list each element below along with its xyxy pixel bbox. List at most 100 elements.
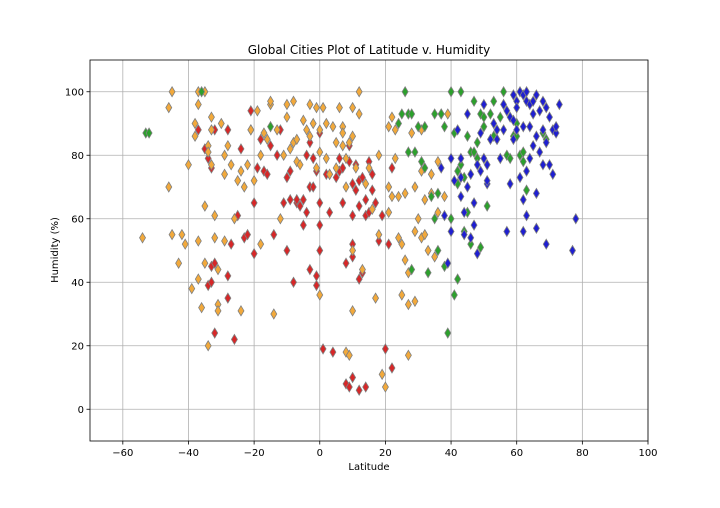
data-point	[349, 251, 357, 263]
data-point	[240, 181, 248, 193]
data-point	[411, 181, 419, 193]
data-point	[526, 152, 534, 165]
data-point	[306, 263, 314, 276]
data-point	[227, 158, 235, 171]
data-point	[441, 120, 448, 133]
data-point	[372, 292, 380, 304]
data-point	[342, 257, 350, 269]
data-point	[194, 124, 202, 136]
data-point	[296, 158, 304, 171]
data-point	[309, 181, 317, 193]
data-point	[362, 381, 370, 393]
data-point	[211, 327, 219, 339]
data-point	[388, 190, 396, 203]
data-point	[211, 257, 219, 269]
data-point	[467, 232, 475, 244]
data-point	[286, 193, 294, 206]
data-point	[486, 133, 494, 146]
data-point	[552, 127, 560, 139]
data-point	[227, 238, 235, 250]
x-tick-label: 40	[445, 448, 458, 459]
data-point	[211, 209, 219, 222]
data-point	[532, 187, 540, 200]
data-point	[185, 158, 192, 171]
data-point	[188, 282, 196, 295]
data-point	[467, 168, 475, 181]
y-tick-label: 20	[71, 341, 84, 352]
data-point	[322, 117, 330, 130]
data-point	[194, 98, 202, 111]
x-tick-label: 0	[317, 448, 323, 459]
data-point	[496, 111, 504, 123]
data-point	[168, 228, 176, 241]
data-point	[165, 101, 173, 114]
data-point	[273, 124, 281, 136]
data-point	[145, 127, 153, 139]
data-point	[257, 238, 265, 250]
data-point	[299, 219, 307, 231]
data-point	[519, 193, 527, 206]
data-point	[434, 206, 442, 219]
data-point	[283, 244, 291, 257]
data-point	[395, 232, 403, 244]
data-point	[237, 165, 245, 177]
data-point	[211, 232, 219, 244]
data-point	[401, 187, 409, 200]
data-point	[490, 117, 498, 130]
data-point	[509, 133, 517, 146]
data-point	[378, 209, 386, 222]
data-point	[280, 149, 288, 162]
y-axis-label: Humidity (%)	[50, 217, 61, 283]
data-point	[257, 149, 265, 162]
data-point	[280, 197, 288, 209]
data-point	[500, 85, 508, 98]
data-point	[569, 244, 576, 257]
data-point	[513, 124, 521, 136]
data-point	[526, 120, 534, 133]
plot-area-frame	[89, 59, 649, 442]
data-point	[201, 200, 209, 212]
data-point	[335, 152, 343, 165]
data-point	[299, 193, 307, 206]
y-axis-ticks: 0 20 40 60 80 100	[65, 87, 90, 416]
data-point	[513, 101, 521, 114]
x-tick-label: −20	[244, 448, 265, 459]
data-point	[207, 276, 215, 289]
data-point	[306, 136, 314, 149]
data-point	[303, 124, 311, 136]
data-point	[552, 120, 560, 133]
data-point	[572, 212, 580, 225]
data-point	[477, 127, 485, 139]
data-point	[464, 181, 471, 193]
data-point	[296, 200, 304, 212]
data-point	[270, 228, 278, 241]
data-point	[434, 187, 442, 200]
data-point	[509, 89, 517, 101]
data-point	[483, 174, 491, 187]
data-point	[500, 124, 508, 136]
data-point	[165, 181, 173, 193]
data-point	[467, 238, 475, 250]
data-point	[401, 254, 409, 266]
data-point	[339, 162, 347, 174]
data-point	[519, 146, 527, 158]
data-point	[253, 162, 261, 174]
data-point	[408, 108, 416, 120]
data-point	[477, 241, 485, 254]
data-point	[519, 120, 527, 133]
data-point	[555, 98, 563, 111]
data-point	[444, 108, 452, 120]
data-point	[447, 85, 455, 98]
data-point	[303, 206, 311, 219]
data-point	[204, 152, 212, 165]
y-tick-label: 60	[71, 214, 84, 225]
data-point	[355, 384, 363, 396]
data-point	[368, 203, 376, 216]
data-point	[532, 130, 540, 142]
data-point	[542, 238, 550, 250]
data-point	[316, 197, 324, 209]
data-point	[267, 120, 274, 133]
data-point	[303, 149, 311, 162]
data-point	[316, 244, 324, 257]
